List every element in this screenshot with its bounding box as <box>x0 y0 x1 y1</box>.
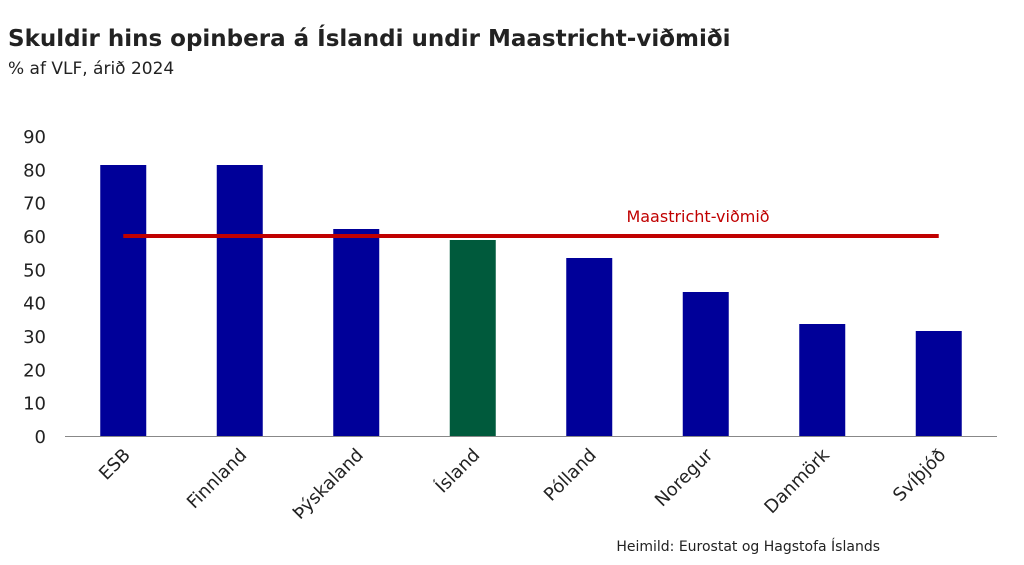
x-tick-label: Ísland <box>431 444 484 497</box>
y-tick-label: 60 <box>23 227 46 248</box>
y-tick-label: 70 <box>23 194 46 215</box>
chart-title: Skuldir hins opinbera á Íslandi undir Ma… <box>8 24 731 52</box>
bar <box>333 229 380 436</box>
y-tick-label: 20 <box>23 360 46 381</box>
x-tick-label: Svíþjóð <box>889 445 950 506</box>
x-tick-label: ESB <box>95 445 135 485</box>
bar <box>915 331 962 436</box>
bar <box>566 258 613 436</box>
x-tick-label: Finnland <box>183 445 251 513</box>
y-tick-label: 80 <box>23 160 46 181</box>
bar <box>100 165 147 436</box>
bar <box>216 165 263 436</box>
y-tick-label: 40 <box>23 294 46 315</box>
x-tick-label: Noregur <box>651 444 718 511</box>
source: Heimild: Eurostat og Hagstofa Íslands <box>616 538 880 555</box>
y-tick-label: 0 <box>35 427 46 448</box>
y-tick-label: 10 <box>23 394 46 415</box>
y-tick-label: 30 <box>23 327 46 348</box>
bar <box>682 292 729 436</box>
y-tick-label: 90 <box>23 127 46 148</box>
bar <box>799 324 846 436</box>
reference-label: Maastricht-viðmið <box>626 207 769 226</box>
bar <box>449 240 496 436</box>
y-tick-label: 50 <box>23 260 46 281</box>
x-tick-label: Þýskaland <box>289 445 368 524</box>
x-tick-label: Pólland <box>540 445 601 506</box>
x-tick-label: Danmörk <box>760 444 834 518</box>
chart-subtitle: % af VLF, árið 2024 <box>8 59 174 79</box>
